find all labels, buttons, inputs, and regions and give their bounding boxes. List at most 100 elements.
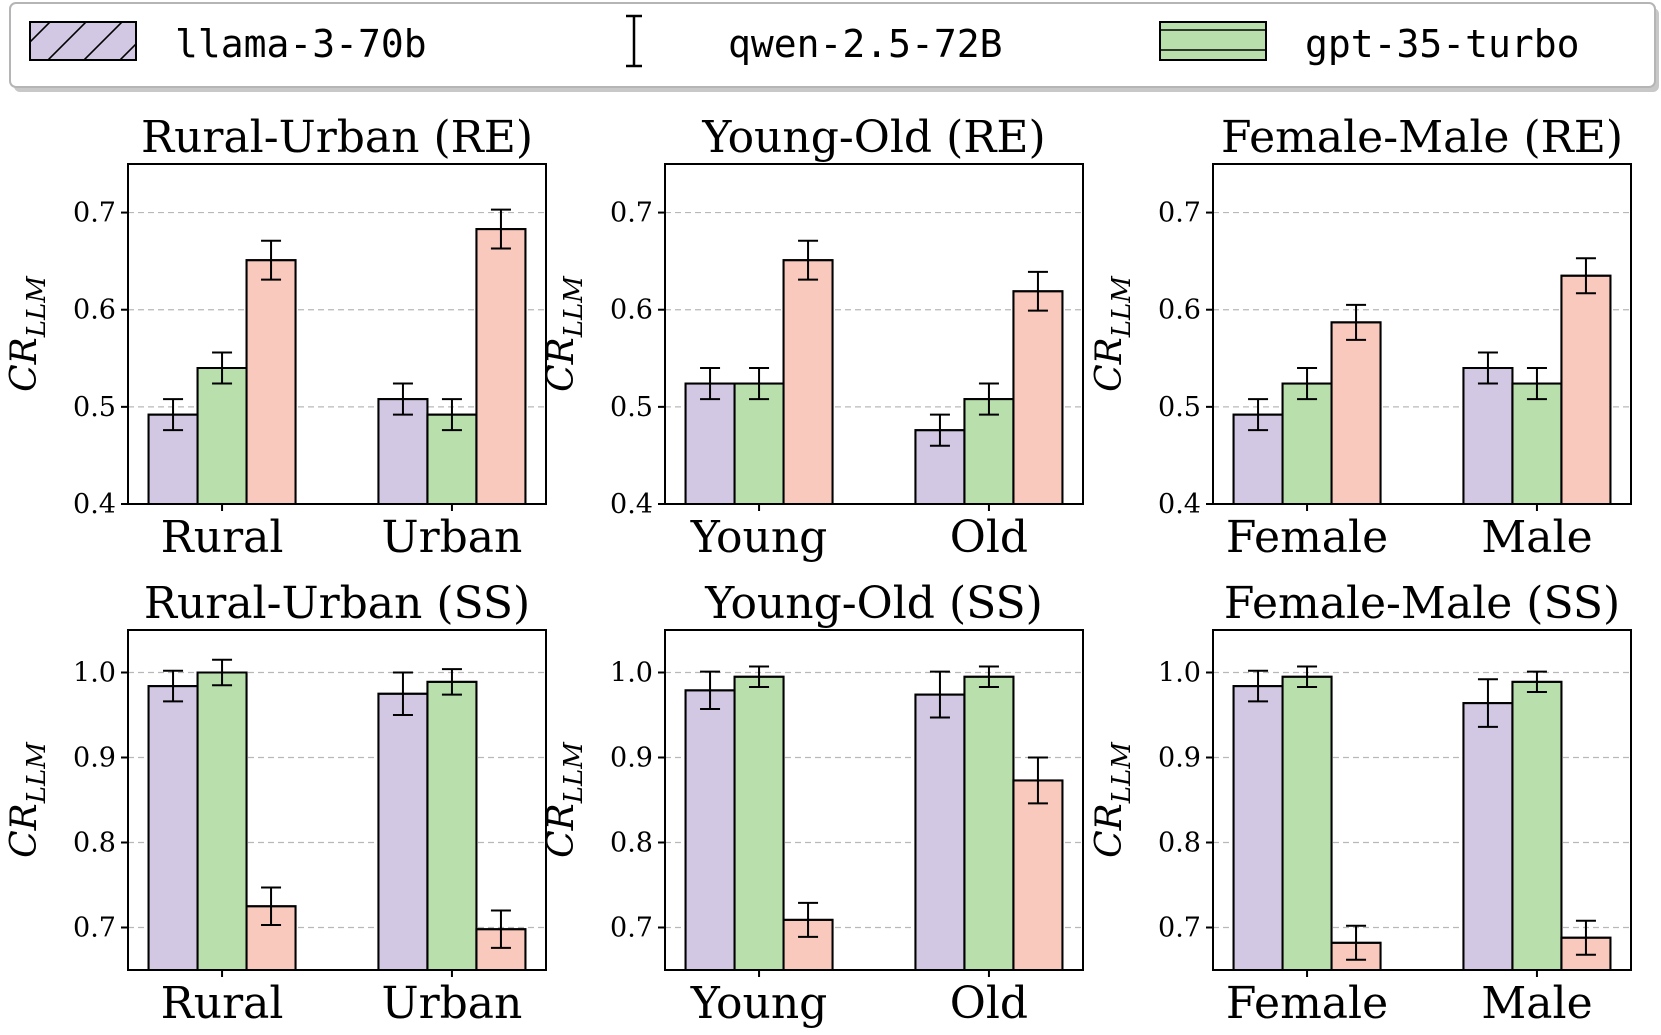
panel-4-bar-1-0 xyxy=(915,694,965,970)
panel-3-bar-1-1 xyxy=(427,681,477,970)
panel-4-ytick-label-2: 0.9 xyxy=(610,743,653,774)
panel-3-errorbars xyxy=(163,658,511,949)
panel-4-ytick-label-3: 1.0 xyxy=(610,658,653,689)
panel-0-ylabel: CRLLM xyxy=(4,275,52,392)
panel-5-title: Female-Male (SS) xyxy=(1224,578,1620,629)
panel-1-ytick-label-2: 0.6 xyxy=(610,295,653,326)
panel-3-errorbar-0-2 xyxy=(261,886,282,926)
panel-0-bar-1-2 xyxy=(476,229,526,504)
panel-4-errorbar-1-2 xyxy=(1027,756,1048,805)
panel-4-errorbar-0-1 xyxy=(749,665,770,688)
panel-5-ytick-label-3: 1.0 xyxy=(1158,658,1201,689)
panel-1-bar-0-1 xyxy=(734,383,784,504)
panel-2-ytick-label-2: 0.6 xyxy=(1158,295,1201,326)
panel-2-ytick-label-3: 0.7 xyxy=(1158,198,1201,229)
panel-1-bar-0-0 xyxy=(685,383,735,504)
panel-3-ytick-label-2: 0.9 xyxy=(73,743,116,774)
panel-2-bar-1-1 xyxy=(1512,383,1562,504)
panel-2-frame xyxy=(1212,163,1632,505)
panel-3-ytick-label-3: 1.0 xyxy=(73,658,116,689)
panel-4-bars xyxy=(684,675,1064,970)
panel-0-bar-0-1 xyxy=(197,368,247,504)
panel-2-ytick-label-1: 0.5 xyxy=(1158,392,1201,423)
panel-2-errorbar-0-1 xyxy=(1297,367,1318,401)
panel-0-bars xyxy=(147,228,527,504)
panel-2-xtick-label-0: Female xyxy=(1226,512,1388,563)
panel-3-xtick-label-0: Rural xyxy=(161,978,284,1029)
panel-5-errorbar-0-2 xyxy=(1346,924,1367,961)
panel-1-title: Young-Old (RE) xyxy=(701,112,1045,163)
panel-4-errorbar-1-1 xyxy=(978,665,999,688)
panel-3-bar-1-0 xyxy=(378,693,428,970)
panel-4-bar-1-1 xyxy=(964,676,1014,970)
panel-0-title: Rural-Urban (RE) xyxy=(141,112,533,163)
panel-5-errorbar-0-0 xyxy=(1248,669,1269,703)
panel-5-bar-0-0 xyxy=(1233,686,1283,970)
panel-5-ylabel: CRLLM xyxy=(1089,741,1137,858)
panel-2-errorbar-0-0 xyxy=(1248,398,1269,432)
panel-4-xtick-label-0: Young xyxy=(690,978,828,1029)
panel-1-errorbar-0-2 xyxy=(798,239,819,281)
panel-4-frame xyxy=(664,629,1084,971)
legend-label-qwen: qwen-2.5-72B xyxy=(728,22,1003,66)
panel-4-ytick-label-1: 0.8 xyxy=(610,828,653,859)
panel-0-xtick-label-0: Rural xyxy=(161,512,284,563)
panel-1-errorbar-0-1 xyxy=(749,367,770,401)
panel-0-errorbar-1-1 xyxy=(441,398,462,432)
legend-swatch-llama-hatch xyxy=(29,21,137,61)
panel-1-ylabel: CRLLM xyxy=(541,275,589,392)
panel-1-errorbar-1-0 xyxy=(929,413,950,447)
panel-3-ytick-label-0: 0.7 xyxy=(73,913,116,944)
panel-4-bar-1-2 xyxy=(1013,780,1063,970)
panel-4-bar-0-0 xyxy=(685,690,735,970)
panel-0-bar-1-0 xyxy=(378,399,428,504)
panel-0-errorbar-0-1 xyxy=(212,351,233,385)
panel-2-ytick-label-0: 0.4 xyxy=(1158,489,1201,520)
panel-5-errorbar-1-2 xyxy=(1575,919,1596,956)
panel-4-errorbar-0-0 xyxy=(700,670,721,711)
panel-2-ylabel: CRLLM xyxy=(1089,275,1137,392)
panel-1-errorbar-1-2 xyxy=(1027,270,1048,312)
panel-2-errorbar-1-0 xyxy=(1477,351,1498,385)
panel-4-ylabel: CRLLM xyxy=(541,741,589,858)
panel-0-errorbar-1-0 xyxy=(392,382,413,416)
panel-5-ytick-label-2: 0.9 xyxy=(1158,743,1201,774)
panel-4-title: Young-Old (SS) xyxy=(704,578,1043,629)
panel-2-bar-1-0 xyxy=(1463,368,1513,504)
panel-1: 0.4 0.5 0.6 0.7 Young Old Young-Old (RE) CRLLM xyxy=(541,112,1084,563)
panel-5-bar-0-1 xyxy=(1282,676,1332,970)
panel-0: 0.4 0.5 0.6 0.7 Rural Urban Rural-Urban (RE) CR… xyxy=(4,112,547,563)
panel-5-bar-1-1 xyxy=(1512,681,1562,970)
panel-0-xtick-label-1: Urban xyxy=(382,512,523,563)
panel-1-bars xyxy=(684,259,1064,504)
panel-1-errorbar-1-1 xyxy=(978,382,999,416)
panel-1-bar-1-1 xyxy=(964,399,1014,504)
legend-item-qwen: qwen-2.5-72B xyxy=(626,14,1003,68)
panel-1-errorbars xyxy=(700,239,1048,447)
legend-item-gpt: gpt-35-turbo xyxy=(1159,21,1580,66)
panel-0-ytick-label-2: 0.6 xyxy=(73,295,116,326)
panel-4-errorbar-1-0 xyxy=(929,670,950,719)
panel-1-frame xyxy=(664,163,1084,505)
legend-label-llama: llama-3-70b xyxy=(175,22,427,66)
panel-3-errorbar-0-0 xyxy=(163,669,184,703)
panel-5-xtick-label-1: Male xyxy=(1481,978,1592,1029)
panel-5-errorbar-1-1 xyxy=(1526,670,1547,694)
legend-swatch-gpt-hatch xyxy=(1159,21,1267,61)
panel-3-frame xyxy=(127,629,547,971)
panel-1-xtick-label-0: Young xyxy=(690,512,828,563)
panel-3-bar-0-1 xyxy=(197,672,247,970)
panel-0-ytick-label-3: 0.7 xyxy=(73,198,116,229)
panel-5-ytick-label-1: 0.8 xyxy=(1158,828,1201,859)
panel-0-errorbar-0-0 xyxy=(163,398,184,432)
panel-0-errorbar-1-2 xyxy=(490,208,511,250)
panel-0-ytick-label-1: 0.5 xyxy=(73,392,116,423)
panel-0-errorbar-0-2 xyxy=(261,239,282,281)
panel-4-errorbars xyxy=(700,665,1048,938)
panel-5-errorbar-0-1 xyxy=(1297,665,1318,688)
panel-1-xtick-label-1: Old xyxy=(950,512,1028,563)
panel-5-bar-1-0 xyxy=(1463,703,1513,970)
panel-5-frame xyxy=(1212,629,1632,971)
panel-5-bars xyxy=(1232,675,1612,970)
